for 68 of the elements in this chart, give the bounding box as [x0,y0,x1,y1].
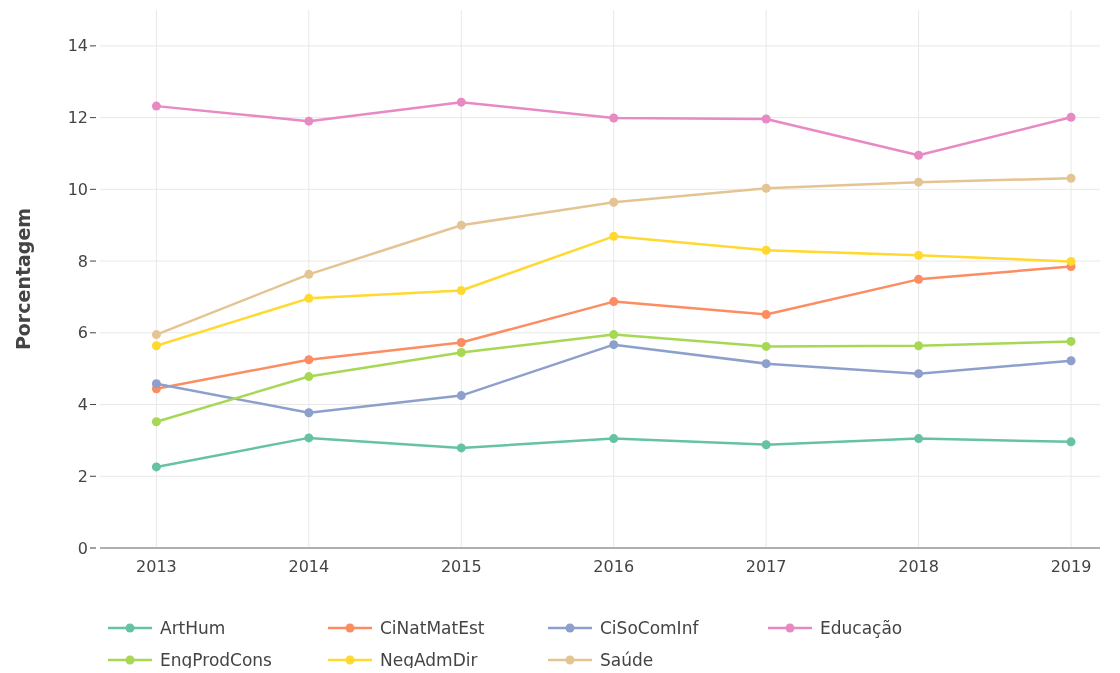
y-tick-label: 10 [67,179,88,199]
y-tick-label: 12 [67,108,88,128]
point [609,197,619,207]
point [914,341,924,351]
point [609,231,619,241]
point [761,341,771,351]
legend-label: ArtHum [160,617,226,638]
point [914,177,924,187]
point [1066,173,1076,183]
point [609,330,619,340]
y-tick-label: 4 [77,395,88,415]
y-tick-label: 0 [77,538,88,558]
x-tick-label: 2018 [898,557,939,576]
x-tick-label: 2019 [1050,557,1092,576]
point [1066,256,1076,266]
point [609,340,619,350]
point [456,443,466,453]
point [456,97,466,107]
point [304,408,314,418]
x-tick-label: 2016 [593,557,635,576]
point [761,114,771,124]
point [1066,112,1076,122]
y-tick-label: 2 [77,466,88,486]
point [456,391,466,401]
x-tick-label: 2014 [288,557,330,576]
point [151,341,161,351]
point [1066,437,1076,447]
point [761,359,771,369]
point [151,379,161,389]
point [1066,356,1076,366]
legend-label: Educação [820,617,903,638]
x-tick-label: 2013 [136,557,177,576]
y-tick-label: 6 [77,323,88,343]
point [304,116,314,126]
point [761,310,771,320]
point [456,337,466,347]
legend-label: CiNatMatEst [380,617,485,638]
point [914,150,924,160]
y-tick-label: 8 [77,251,88,271]
point [456,348,466,358]
point [609,297,619,307]
point [609,113,619,123]
point [304,293,314,303]
point [914,274,924,284]
point [304,433,314,443]
point [151,417,161,427]
point [151,330,161,340]
point [914,250,924,260]
point [1066,336,1076,346]
x-tick-label: 2015 [440,557,482,576]
legend-label: Saúde [600,649,654,670]
point [761,440,771,450]
point [151,101,161,111]
point [151,462,161,472]
point [761,183,771,193]
point [304,355,314,365]
point [761,245,771,255]
point [914,434,924,444]
point [914,369,924,379]
legend-label: CiSoComInf [600,617,700,638]
point [456,285,466,295]
x-tick-label: 2017 [745,557,787,576]
point [304,372,314,382]
point [304,269,314,279]
y-axis-title: Porcentagem [12,207,34,351]
point [456,220,466,230]
point [609,434,619,444]
y-tick-label: 14 [67,36,88,56]
